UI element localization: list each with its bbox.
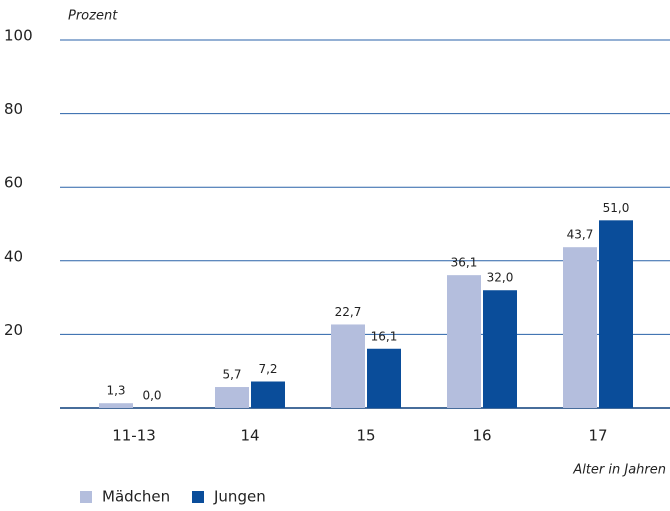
data-label: 43,7 xyxy=(567,228,594,242)
x-tick-label: 15 xyxy=(356,427,375,445)
bar xyxy=(599,220,633,408)
bar xyxy=(99,403,133,408)
x-tick-label: 16 xyxy=(472,427,491,445)
y-tick-label: 20 xyxy=(4,321,23,339)
data-label: 36,1 xyxy=(451,256,478,270)
bar xyxy=(447,275,481,408)
legend-label: Mädchen xyxy=(102,488,170,506)
data-label: 5,7 xyxy=(222,368,241,382)
legend-label: Jungen xyxy=(213,488,266,506)
data-label: 32,0 xyxy=(487,271,514,285)
bar xyxy=(251,381,285,408)
bar xyxy=(367,348,401,408)
data-label: 0,0 xyxy=(142,389,161,403)
bar xyxy=(483,290,517,408)
data-label: 16,1 xyxy=(371,329,398,343)
x-tick-label: 14 xyxy=(240,427,259,445)
legend-swatch xyxy=(192,491,204,503)
bar xyxy=(331,324,365,408)
x-tick-label: 11-13 xyxy=(112,427,156,445)
legend-swatch xyxy=(80,491,92,503)
data-label: 7,2 xyxy=(258,362,277,376)
data-label: 51,0 xyxy=(603,201,630,215)
data-label: 1,3 xyxy=(106,384,125,398)
y-tick-label: 60 xyxy=(4,174,23,192)
x-tick-label: 17 xyxy=(588,427,607,445)
x-axis-label: Alter in Jahren xyxy=(572,463,666,478)
bar xyxy=(563,247,597,408)
y-tick-label: 80 xyxy=(4,100,23,118)
data-label: 22,7 xyxy=(335,305,362,319)
y-axis-label: Prozent xyxy=(68,9,118,24)
bar xyxy=(215,387,249,408)
y-tick-label: 40 xyxy=(4,247,23,265)
y-tick-label: 100 xyxy=(4,27,33,45)
